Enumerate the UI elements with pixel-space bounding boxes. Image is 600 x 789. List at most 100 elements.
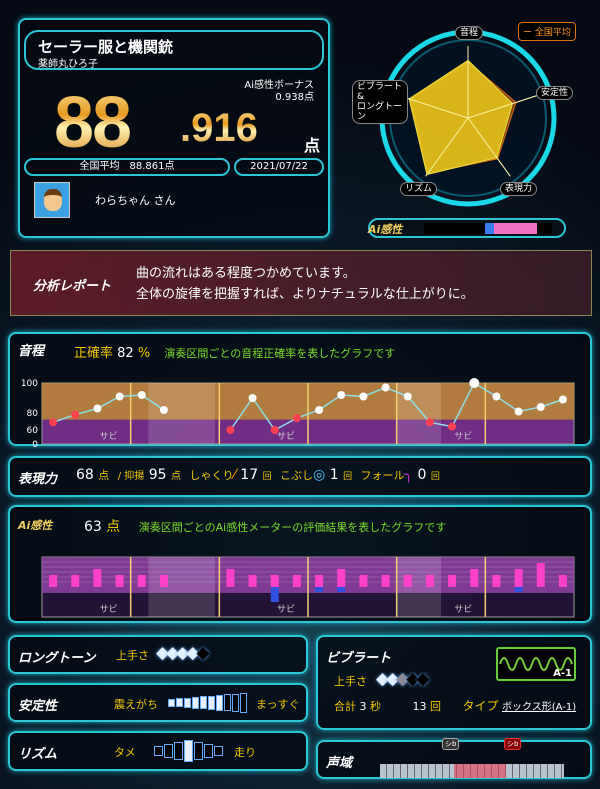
kobushi-icon: ◎ [313, 467, 326, 483]
pitch-chart-highlight [396, 383, 441, 444]
ai-positive-bar [292, 575, 301, 587]
shakuri-value: 17 [240, 467, 259, 483]
ai-positive-bar [381, 575, 390, 587]
vibrato-seconds: 3 [359, 700, 367, 713]
pitch-point [514, 407, 523, 416]
stability-segment [176, 698, 183, 708]
rhythm-segment [174, 742, 183, 760]
range-low-marker: シb [442, 738, 460, 750]
rhythm-panel: リズム タメ 走り [8, 731, 308, 771]
ai-positive-bar [315, 575, 324, 587]
stability-segment [232, 693, 239, 713]
radar-chart [379, 29, 557, 207]
ai-bonus: Ai感性ボーナス 0.938点 [244, 80, 314, 104]
rhythm-segment [154, 746, 163, 756]
expression-panel: 表現力 68 点 / 抑揚 95 点 しゃくり⁄ 17 回 こぶし◎ 1 回 フ… [8, 456, 592, 497]
ai-positive-bar [536, 563, 545, 587]
score-unit: 点 [304, 136, 321, 155]
pitch-y-tick: 100 [21, 379, 38, 389]
ai-title: Ai感性 [18, 519, 53, 532]
expression-score: 68 [76, 467, 94, 483]
ai-positive-bar [270, 575, 279, 587]
kobushi-label: こぶし [280, 469, 314, 482]
ai-chart-sabi-label: サビ [454, 604, 472, 615]
kobushi-value: 1 [329, 467, 339, 483]
accuracy-label: 正確率 [74, 346, 114, 361]
score-decimal: .916 [180, 106, 258, 150]
kobushi-unit: 回 [343, 472, 353, 482]
ai-bonus-value: 0.938点 [275, 92, 314, 103]
longtone-title: ロングトーン [18, 651, 96, 666]
vibrato-wave-icon: A-1 [496, 647, 576, 681]
score-panel: セーラー服と機関銃 薬師丸ひろ子 Ai感性ボーナス 0.938点 88 .916 … [18, 18, 330, 238]
national-average-legend: ー 全国平均 [518, 22, 576, 41]
diamond-icon: ◆ [386, 669, 399, 689]
pitch-point [536, 403, 545, 411]
rhythm-left-label: タメ [114, 746, 136, 759]
ai-chart-highlight [148, 557, 215, 617]
longtone-skill-rating: ◆◆◆◆◆ [156, 643, 209, 663]
vibrato-count-unit: 回 [430, 700, 441, 713]
vibrato-skill-label: 上手さ [334, 675, 367, 688]
pitch-point [49, 418, 58, 427]
diamond-icon: ◆ [166, 643, 179, 663]
pitch-y-tick: 80 [27, 409, 39, 419]
stability-segment [208, 695, 215, 711]
radar-axis-overlay [399, 95, 469, 119]
vibrato-type-link[interactable]: ボックス形(A-1) [502, 702, 577, 713]
diamond-icon: ◆ [196, 643, 209, 663]
stability-segment [224, 694, 231, 712]
radar-axis-overlay [425, 117, 469, 177]
stability-segment [200, 696, 207, 710]
longtone-panel: ロングトーン 上手さ ◆◆◆◆◆ [8, 635, 308, 674]
ai-negative-bar [270, 587, 279, 602]
fall-icon: ╮ [404, 467, 413, 483]
pitch-panel: 音程 正確率 82 % 演奏区間ごとの音程正確率を表したグラフです サビ サビ サビ… [8, 332, 592, 448]
date: 2021/07/22 [234, 158, 324, 176]
diamond-icon: ◆ [396, 669, 409, 689]
rhythm-segment [164, 744, 173, 758]
ai-positive-bar [248, 575, 257, 587]
ai-meter-blue-segment [485, 223, 495, 234]
stability-left-label: 震えがち [114, 698, 158, 711]
ai-positive-bar [337, 569, 346, 587]
ai-negative-bar [514, 587, 523, 592]
pitch-point [71, 410, 80, 419]
pitch-chart-highlight [148, 383, 215, 444]
rhythm-right-label: 走り [234, 746, 256, 759]
ai-positive-bar [470, 569, 479, 587]
diamond-icon: ◆ [376, 669, 389, 689]
vibrato-total-label: 合計 [334, 700, 356, 713]
expression-title: 表現力 [18, 472, 58, 487]
radar-score-polygon [408, 59, 514, 176]
ai-positive-bar [425, 575, 434, 587]
ai-positive-bar [137, 575, 146, 587]
fall-label: フォール [360, 469, 405, 482]
pitch-point [381, 383, 390, 392]
ai-positive-bar [49, 575, 58, 587]
pitch-description: 演奏区間ごとの音程正確率を表したグラフです [164, 347, 396, 360]
pitch-chart-sabi-label: サビ [100, 431, 118, 442]
pitch-point [315, 406, 324, 414]
ai-meter: Ai感性 [368, 218, 566, 238]
pitch-point [403, 392, 412, 401]
radar-label-expression: 表現力 [500, 182, 538, 196]
ai-meter-label: Ai感性 [368, 223, 403, 236]
radar-label-rhythm: リズム [400, 182, 438, 196]
vocal-range-panel: 声域 シb シb [316, 738, 592, 779]
ai-bonus-label: Ai感性ボーナス [244, 80, 314, 91]
vibrato-panel: ビブラート 上手さ ◆◆◆◆◆ 合計 3 秒 13 回 タイプ ボックス形(A-… [316, 635, 592, 730]
radar-label-stability: 安定性 [536, 86, 574, 100]
yokuyo-value: 95 [148, 467, 167, 483]
avatar [34, 182, 70, 218]
stability-segment [240, 693, 247, 713]
diamond-icon: ◆ [186, 643, 199, 663]
pitch-point [337, 391, 346, 399]
ai-chart-sabi-label: サビ [100, 604, 118, 615]
vibrato-type-code: A-1 [553, 668, 572, 679]
ai-positive-bar [448, 575, 457, 587]
pitch-chart-sabi-label: サビ [454, 431, 472, 442]
vibrato-type-label: タイプ [462, 699, 499, 713]
pitch-point [425, 418, 434, 427]
ai-positive-bar [403, 575, 412, 587]
